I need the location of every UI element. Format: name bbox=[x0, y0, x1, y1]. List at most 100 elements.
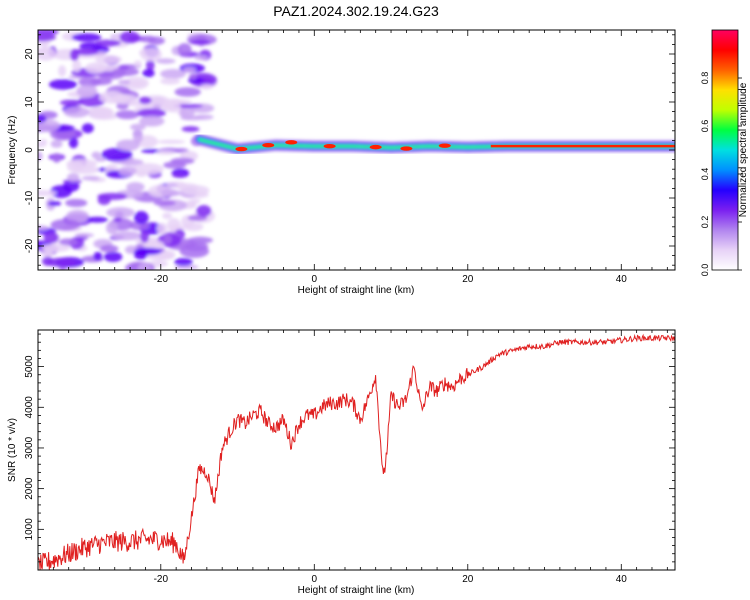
heatmap-blob bbox=[140, 47, 162, 62]
heatmap-blob bbox=[174, 258, 193, 266]
heatmap-blob bbox=[161, 189, 179, 197]
heatmap-blob bbox=[189, 39, 211, 45]
heatmap-blob bbox=[174, 87, 201, 97]
spectrogram-ylabel: Frequency (Hz) bbox=[7, 116, 18, 185]
heatmap-blob bbox=[71, 33, 102, 42]
heatmap-blob bbox=[146, 58, 155, 72]
heatmap-blob bbox=[47, 201, 62, 206]
heatmap-blob bbox=[93, 251, 103, 261]
heatmap-blob bbox=[43, 231, 59, 244]
heatmap-blob bbox=[115, 110, 140, 120]
spectrogram-panel: -20 0 20 40 -20 -10 0 10 20 Height of straight l… bbox=[7, 29, 676, 296]
ridge-hotspot bbox=[438, 143, 451, 148]
heatmap-blob bbox=[142, 239, 165, 250]
heatmap-blob bbox=[85, 62, 107, 74]
heatmap-blob bbox=[58, 65, 67, 77]
heatmap-blob bbox=[101, 147, 133, 162]
x-tick-label: -20 bbox=[154, 274, 169, 285]
heatmap-blob bbox=[141, 148, 161, 154]
heatmap-blob bbox=[94, 39, 121, 47]
heatmap-blob bbox=[160, 77, 181, 85]
heatmap-blob bbox=[38, 151, 43, 161]
heatmap-blob bbox=[63, 106, 90, 118]
heatmap-blob bbox=[116, 102, 129, 110]
snr-axes: -20 0 20 40 1000 2000 3000 4000 5000 bbox=[24, 330, 675, 585]
heatmap-blob bbox=[111, 94, 138, 105]
heatmap-blob bbox=[162, 212, 173, 220]
heatmap-blob bbox=[170, 157, 195, 165]
heatmap-blob bbox=[90, 77, 113, 86]
x-tick-label: 40 bbox=[616, 274, 628, 285]
colorbar-tick-label: 0.2 bbox=[700, 216, 710, 229]
heatmap-blob bbox=[136, 108, 167, 118]
heatmap-blob bbox=[173, 103, 203, 109]
colorbar-tick-label: 0.8 bbox=[700, 72, 710, 85]
colorbar-tick-label: 0.6 bbox=[700, 120, 710, 133]
figure-title: PAZ1.2024.302.19.24.G23 bbox=[273, 3, 439, 19]
heatmap-blob bbox=[167, 218, 181, 232]
heatmap-blob bbox=[68, 137, 79, 149]
heatmap-blob bbox=[72, 59, 82, 73]
heatmap-blob bbox=[188, 73, 197, 81]
heatmap-blob bbox=[95, 55, 122, 64]
heatmap-blob bbox=[50, 139, 63, 148]
heatmap-blob bbox=[112, 67, 140, 77]
heatmap-blob bbox=[67, 173, 80, 182]
heatmap-blob bbox=[58, 238, 77, 246]
heatmap-blob bbox=[174, 264, 199, 270]
y-tick-label: 5000 bbox=[24, 355, 35, 378]
heatmap-blob bbox=[152, 104, 162, 110]
heatmap-blob bbox=[38, 142, 47, 148]
heatmap-blob bbox=[139, 115, 165, 127]
heatmap-blob bbox=[181, 185, 210, 196]
heatmap-blob bbox=[138, 96, 152, 105]
x-tick-label: 20 bbox=[462, 574, 474, 585]
heatmap-cells bbox=[38, 30, 675, 270]
colorbar-ticks: 0.0 0.2 0.4 0.6 0.8 bbox=[700, 72, 742, 277]
heatmap-blob bbox=[48, 79, 78, 90]
heatmap-blob bbox=[166, 181, 187, 188]
heatmap-blob bbox=[59, 99, 84, 106]
heatmap-blob bbox=[183, 67, 196, 73]
heatmap-blob bbox=[42, 250, 54, 259]
heatmap-blob bbox=[180, 115, 205, 121]
heatmap-blob bbox=[181, 126, 200, 132]
heatmap-blob bbox=[118, 79, 131, 85]
heatmap-blob bbox=[130, 81, 146, 87]
heatmap-blob bbox=[81, 123, 94, 134]
heatmap-blob bbox=[97, 195, 111, 206]
heatmap-blob bbox=[142, 69, 155, 78]
heatmap-blob bbox=[113, 217, 122, 222]
snr-ylabel: SNR (10 * v/v) bbox=[7, 418, 18, 482]
heatmap-blob bbox=[116, 139, 140, 152]
snr-panel: -20 0 20 40 1000 2000 3000 4000 5000 Height of s… bbox=[7, 329, 676, 596]
heatmap-blob bbox=[38, 33, 56, 42]
y-tick-label: 3000 bbox=[24, 436, 35, 459]
heatmap-blob bbox=[76, 84, 98, 98]
heatmap-blob bbox=[86, 216, 109, 223]
x-tick-label: 20 bbox=[462, 274, 474, 285]
heatmap-blob bbox=[46, 257, 77, 268]
heatmap-blob bbox=[91, 151, 101, 159]
heatmap-blob bbox=[172, 173, 185, 178]
y-tick-label: 0 bbox=[24, 147, 35, 153]
noise-blobs bbox=[38, 30, 218, 270]
snr-frame bbox=[37, 329, 676, 571]
colorbar-tick-label: 0.0 bbox=[700, 264, 710, 277]
heatmap-blob bbox=[103, 251, 123, 263]
heatmap-blob bbox=[38, 190, 57, 197]
y-tick-label: -20 bbox=[24, 238, 35, 253]
ridge-hotspot bbox=[285, 140, 298, 145]
heatmap-blob bbox=[139, 35, 157, 43]
y-tick-label: -10 bbox=[24, 190, 35, 205]
heatmap-blob bbox=[38, 225, 49, 231]
heatmap-blob bbox=[38, 47, 52, 53]
heatmap-blob bbox=[161, 103, 181, 110]
colorbar: 0.0 0.2 0.4 0.6 0.8 Normalized spectral ampl… bbox=[700, 29, 749, 277]
ridge-hotspot bbox=[262, 143, 275, 148]
heatmap-blob bbox=[153, 200, 176, 206]
heatmap-blob bbox=[42, 244, 71, 252]
heatmap-blob bbox=[132, 130, 143, 144]
colorbar-tick-label: 0.4 bbox=[700, 168, 710, 181]
